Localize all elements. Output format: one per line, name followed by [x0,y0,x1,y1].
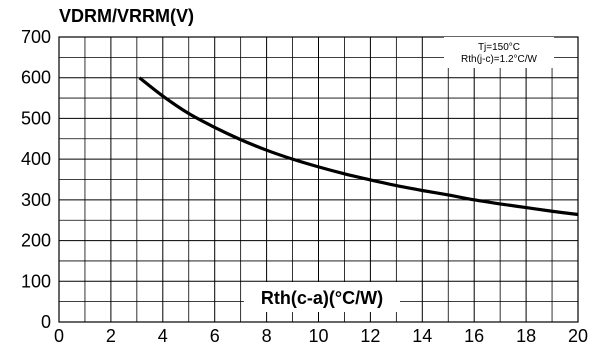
x-tick-label: 16 [464,326,484,346]
x-tick-labels: 0 2 4 6 8 10 12 14 16 18 20 [54,326,588,346]
series-layer [138,76,579,217]
series-line [138,76,579,217]
annotation-rth-jc: Rth(j-c)=1.2°C/W [461,54,538,65]
annotation-tj: Tj=150°C [478,42,520,53]
y-tick-label: 600 [21,68,51,88]
x-tick-label: 8 [262,326,272,346]
y-tick-label: 400 [21,149,51,169]
y-tick-label: 300 [21,190,51,210]
x-tick-label: 12 [360,326,380,346]
y-tick-label: 700 [21,27,51,47]
x-axis-label: Rth(c-a)(°C/W) [261,288,383,308]
x-tick-label: 4 [158,326,168,346]
y-tick-label: 200 [21,231,51,251]
y-tick-labels: 0 100 200 300 400 500 600 700 [21,27,51,332]
annotation-box [444,37,554,68]
y-tick-label: 100 [21,271,51,291]
y-tick-label: 500 [21,108,51,128]
x-tick-label: 6 [210,326,220,346]
plot-frame [58,36,579,323]
x-tick-label: 14 [412,326,432,346]
x-tick-label: 20 [568,326,588,346]
y-tick-label: 0 [41,312,51,332]
x-tick-label: 0 [54,326,64,346]
x-axis-label-box [244,282,400,312]
x-tick-label: 10 [308,326,328,346]
x-tick-label: 18 [516,326,536,346]
x-tick-label: 2 [106,326,116,346]
y-axis-label: VDRM/VRRM(V) [59,6,194,26]
